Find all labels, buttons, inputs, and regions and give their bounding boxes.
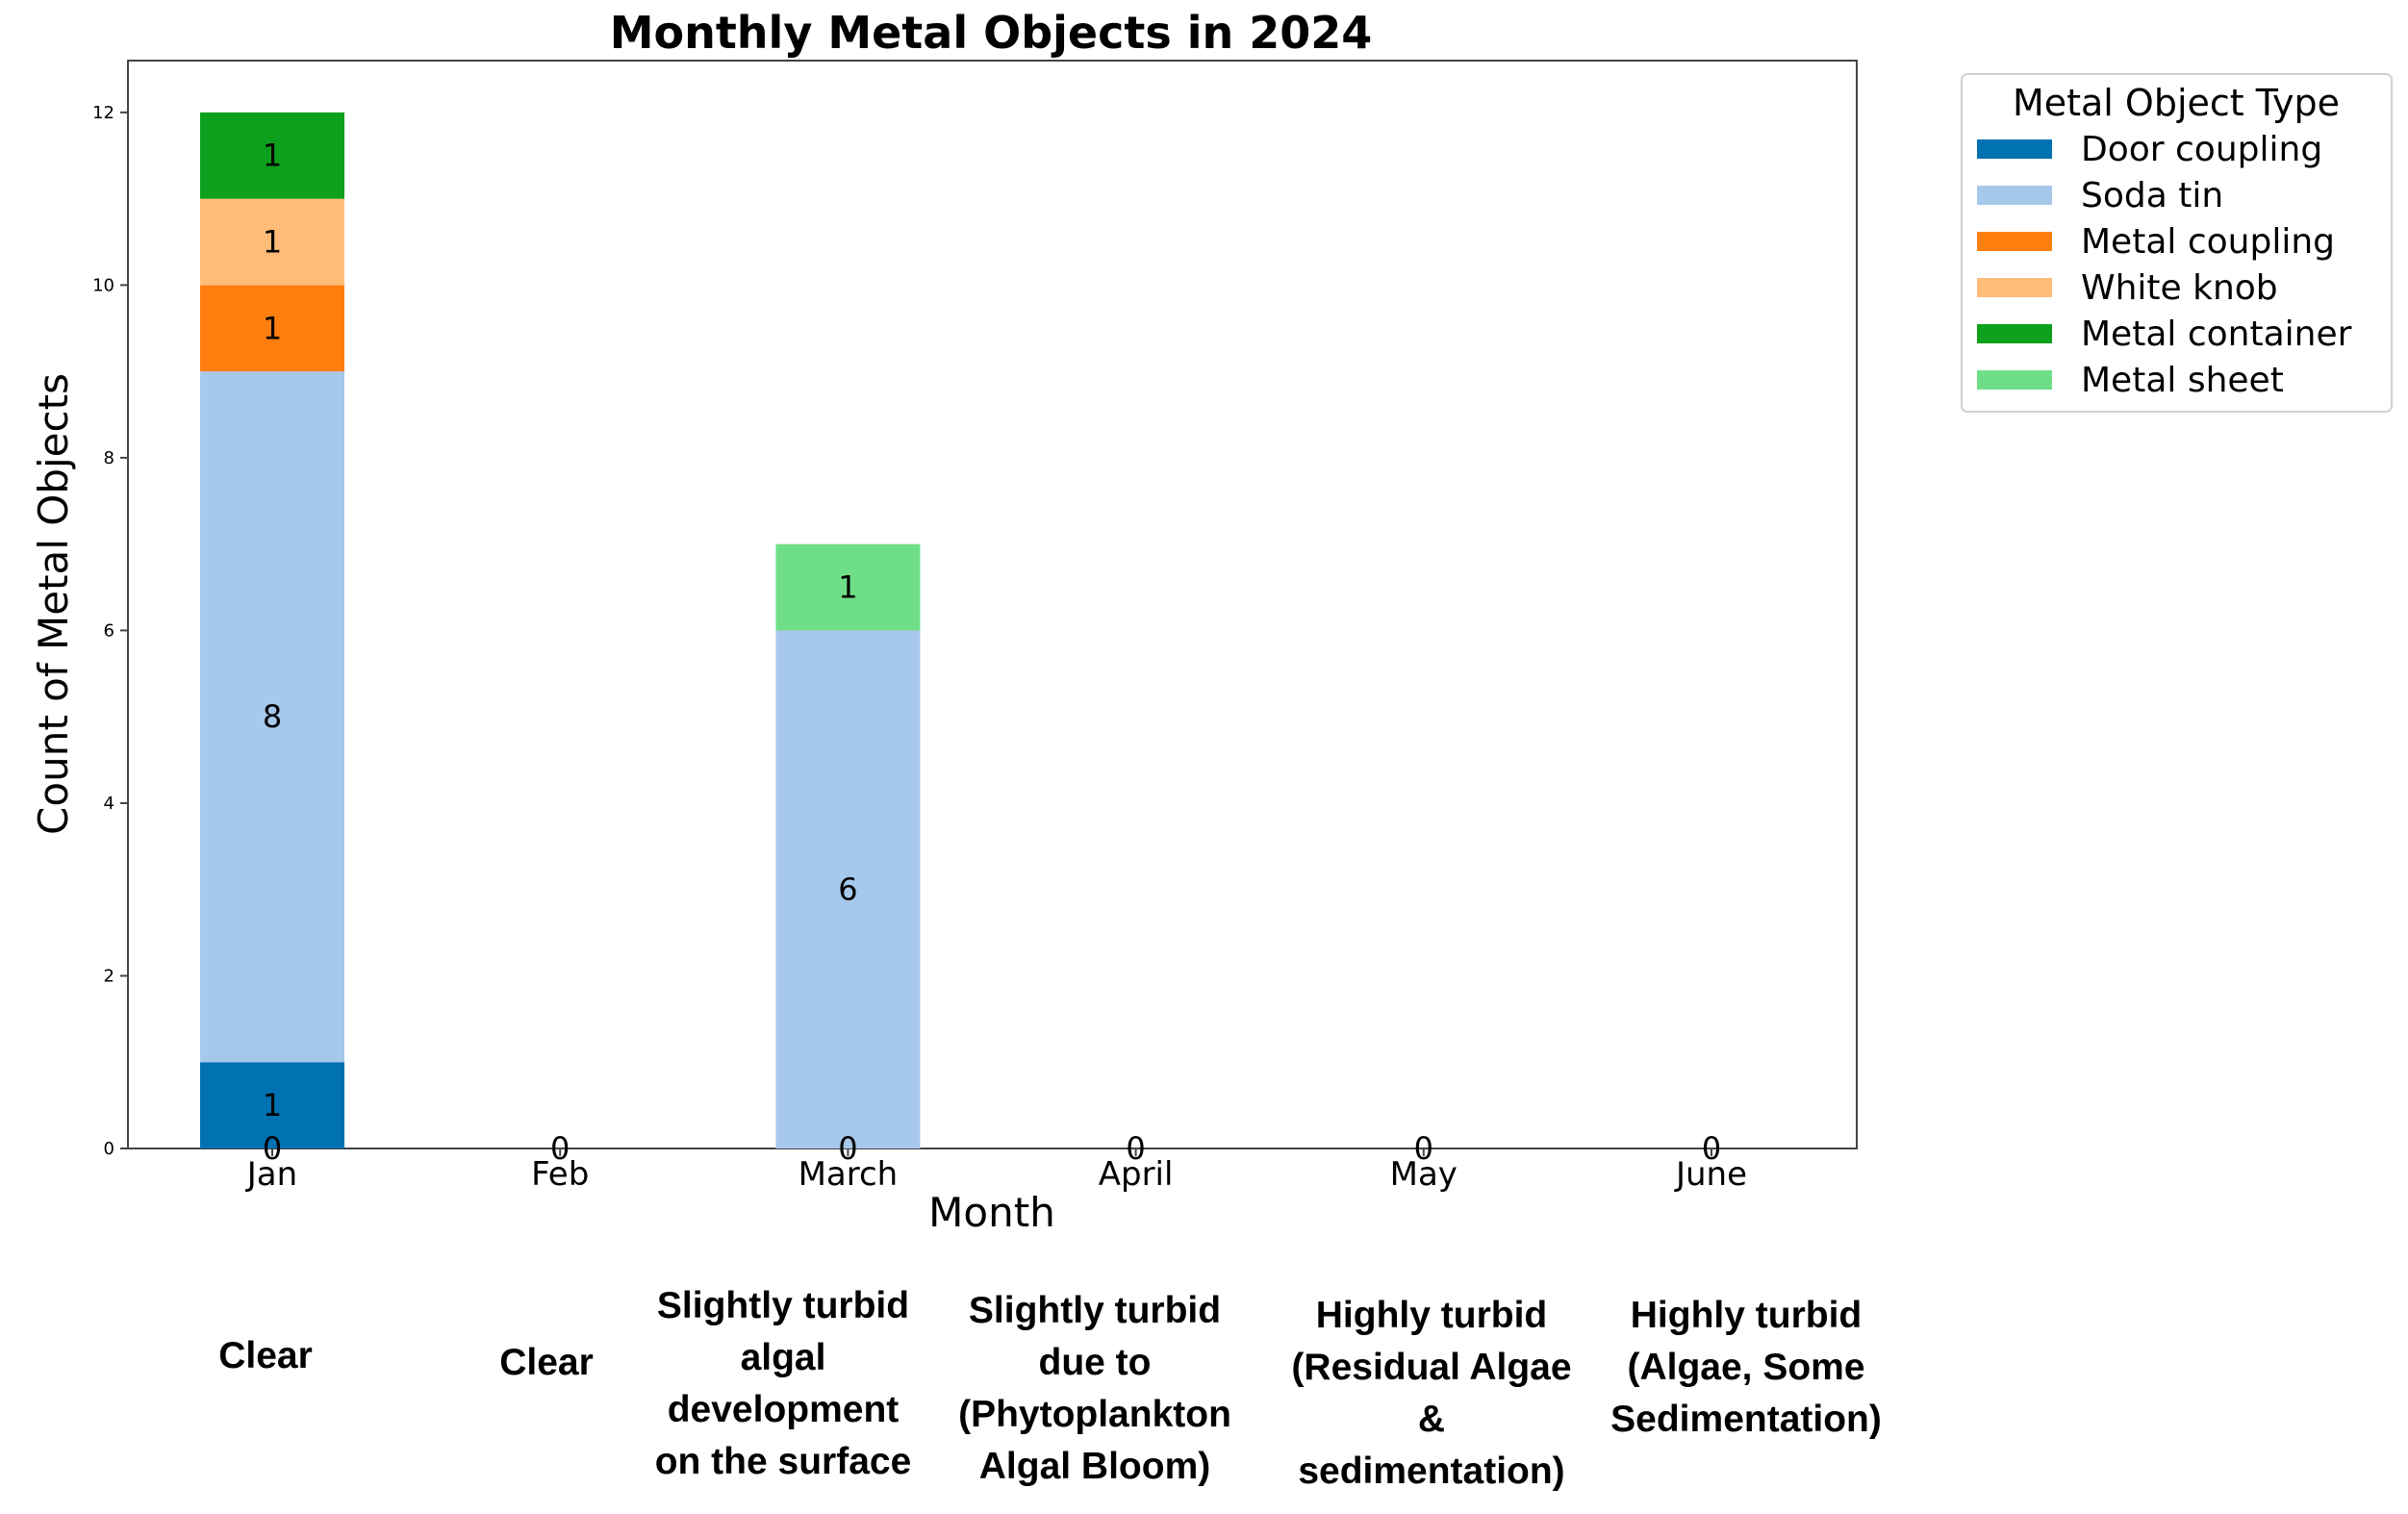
data-label: 1 [263,138,282,174]
bar-segment [200,198,344,286]
x-tick-label: March [798,1155,899,1194]
data-label: 1 [838,569,857,606]
x-tick-label: April [1099,1155,1174,1194]
legend-item-label: Metal sheet [2081,361,2284,400]
data-label: 6 [838,871,857,908]
condition-label: Slightly turbid [657,1285,909,1326]
y-tick-label: 8 [104,448,114,468]
legend-item-label: Door coupling [2081,130,2322,169]
y-tick-label: 4 [104,794,114,814]
y-tick-label: 12 [92,103,114,123]
condition-label: Highly turbid [1316,1295,1547,1336]
condition-label: (Phytoplankton [958,1394,1231,1435]
legend-swatch [1977,324,2052,343]
legend-item-label: Metal container [2081,315,2352,354]
condition-label: development [668,1389,900,1430]
y-tick-label: 6 [104,620,114,641]
bar-segment [200,1062,344,1148]
condition-label: Slightly turbid [969,1290,1221,1331]
condition-label: on the surface [655,1441,912,1482]
chart-title: Monthly Metal Objects in 2024 [610,7,1373,59]
x-axis-label: Month [928,1189,1055,1236]
legend-item-label: White knob [2081,268,2278,308]
bar-segment [200,112,344,199]
condition-label: (Residual Algae [1291,1347,1571,1388]
bar-segment [775,630,921,1148]
legend-swatch [1977,186,2052,205]
x-tick-label: Jan [245,1155,297,1194]
data-label: 1 [263,224,282,261]
legend-swatch [1977,139,2052,159]
x-axis: Jan Feb March April May June [245,1148,1747,1194]
data-label: 1 [263,310,282,346]
condition-label: Sedimentation) [1610,1399,1882,1440]
legend-swatch [1977,278,2052,297]
y-tick-label: 10 [92,275,114,295]
y-axis: 0 2 4 6 8 10 12 [92,103,128,1159]
x-tick-label: May [1390,1155,1457,1194]
legend: Metal Object Type Door coupling Soda tin Me… [1961,73,2393,413]
water-conditions: Clear Clear Slightly turbid algal developmen… [218,1285,1882,1492]
legend-item-label: Soda tin [2081,176,2223,215]
plot-area [127,60,1858,1149]
legend-title: Metal Object Type [2013,82,2340,124]
bar-segment [200,285,344,372]
data-label: 1 [263,1087,282,1123]
y-tick-label: 2 [104,966,114,986]
condition-label: (Algae, Some [1627,1347,1864,1388]
y-tick-label: 0 [104,1139,114,1159]
bar-segment [200,371,344,1063]
condition-label: sedimentation) [1298,1451,1564,1492]
y-axis-label: Count of Metal Objects [30,373,77,835]
x-tick-label: June [1674,1155,1747,1194]
data-label: 8 [263,698,282,735]
legend-item-label: Metal coupling [2081,222,2335,262]
condition-label: Highly turbid [1631,1295,1862,1336]
condition-label: & [1418,1399,1445,1440]
condition-label: Clear [499,1342,594,1383]
condition-label: Algal Bloom) [979,1446,1211,1487]
legend-swatch [1977,232,2052,251]
legend-swatch [1977,370,2052,390]
condition-label: due to [1039,1342,1152,1383]
bar-segment [775,543,921,631]
condition-label: Clear [218,1335,313,1376]
condition-label: algal [741,1337,826,1378]
x-tick-label: Feb [531,1155,589,1194]
legend-frame [1961,73,2393,413]
